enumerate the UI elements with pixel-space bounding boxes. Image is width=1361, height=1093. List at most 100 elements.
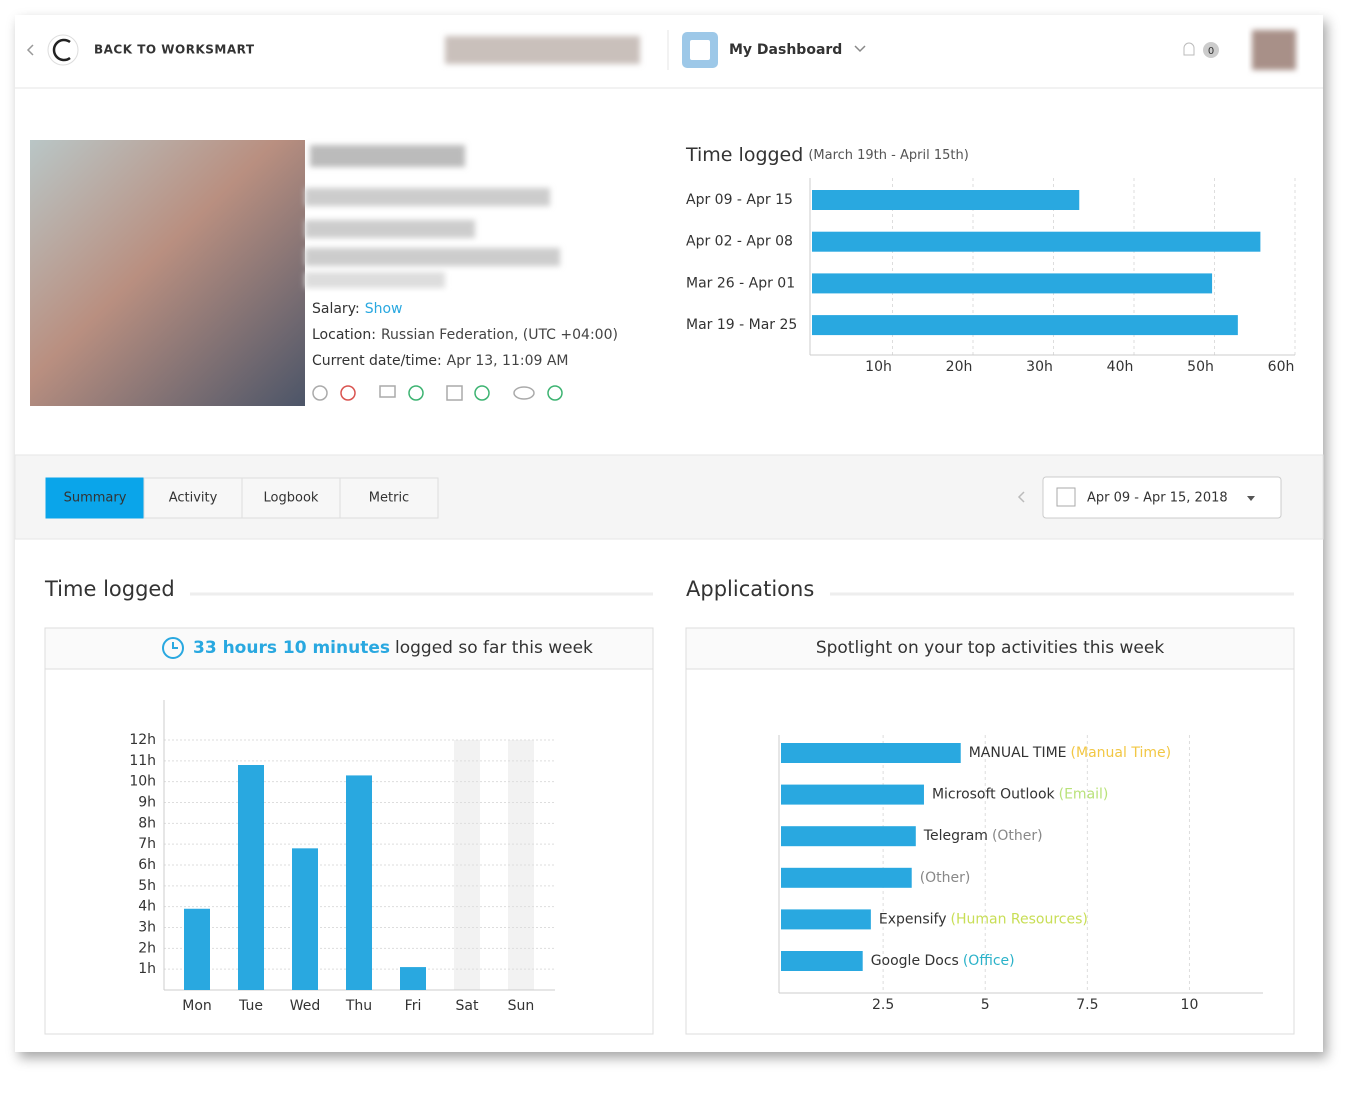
bar — [238, 765, 264, 990]
section-title: Applications — [686, 577, 814, 601]
week-banner: 33 hours 10 minutes logged so far this we… — [193, 638, 593, 658]
back-link[interactable]: BACK TO WORKSMART — [94, 43, 255, 57]
app-name: Expensify — [879, 911, 947, 927]
logo-mark — [52, 38, 71, 62]
notif-badge — [1203, 42, 1219, 58]
bar — [812, 273, 1213, 294]
blurred-text — [305, 248, 560, 266]
salary: Salary: Show — [312, 301, 402, 317]
bar-label: (Other) — [920, 870, 971, 886]
bell[interactable] — [1183, 42, 1195, 56]
bar — [292, 848, 318, 990]
apps-banner: Spotlight on your top activities this we… — [816, 638, 1164, 658]
x-tick-label: Fri — [405, 998, 422, 1014]
x-tick-label: Sat — [456, 998, 479, 1014]
bar-label: Google Docs (Office) — [871, 953, 1015, 969]
y-tick-label: 10h — [129, 774, 156, 790]
bar — [812, 231, 1261, 252]
tab[interactable] — [45, 477, 145, 519]
clock-hands — [172, 642, 178, 649]
panel-header — [685, 627, 1295, 670]
y-tick-label: Mar 19 - Mar 25 — [686, 317, 797, 333]
y-tick-label: 9h — [138, 795, 156, 811]
value: Russian Federation, (UTC +04:00) — [381, 327, 618, 343]
tab[interactable] — [339, 477, 439, 519]
app-name: Google Docs — [871, 953, 959, 969]
bar — [781, 826, 916, 847]
y-tick-label: Mar 26 - Apr 01 — [686, 275, 795, 291]
dashboard-title[interactable]: My Dashboard — [729, 42, 842, 58]
picker-caret — [1247, 496, 1255, 501]
label: Location: — [312, 327, 376, 343]
text: logged so far this week — [395, 638, 593, 658]
blurred-text — [310, 145, 465, 167]
tab-label: Activity — [169, 491, 218, 506]
app-group: (Other) — [920, 870, 971, 886]
tabs: Summary Activity Logbook Metric — [45, 477, 439, 519]
value: Apr 13, 11:09 AM — [447, 353, 569, 369]
bar — [812, 315, 1238, 336]
bar — [812, 190, 1080, 210]
app-name: Telegram — [923, 828, 988, 844]
tab-label: Metric — [369, 491, 409, 506]
blurred-text — [305, 272, 445, 288]
bar-label: Microsoft Outlook (Email) — [932, 787, 1108, 803]
bar — [781, 909, 871, 930]
bar — [184, 908, 210, 990]
bar-label: Telegram (Other) — [923, 828, 1043, 844]
prev-week[interactable] — [1017, 491, 1025, 503]
y-tick-label: 5h — [138, 878, 156, 894]
x-tick-label: Wed — [290, 998, 321, 1014]
bar — [400, 967, 426, 990]
date-range: Apr 09 - Apr 15, 2018 — [1087, 491, 1228, 506]
profile-photo — [30, 140, 305, 406]
x-tick-label: 10 — [1181, 997, 1199, 1013]
section-title: Time logged — [44, 577, 175, 601]
title: Time logged — [685, 144, 803, 166]
y-tick-label: Apr 02 - Apr 08 — [686, 234, 793, 250]
x-tick-label: Thu — [345, 998, 372, 1014]
x-tick-label: 2.5 — [872, 997, 894, 1013]
panel — [685, 627, 1295, 1035]
amount: 33 hours 10 minutes — [193, 638, 390, 658]
app-group: (Human Resources) — [951, 911, 1088, 927]
tab-label: Summary — [64, 491, 127, 506]
show-link[interactable]: Show — [365, 301, 403, 317]
y-tick-label: 3h — [138, 920, 156, 936]
back-arrow[interactable] — [26, 44, 34, 56]
x-tick-label: 20h — [946, 359, 973, 375]
y-tick-label: Apr 09 - Apr 15 — [686, 192, 793, 208]
y-tick-label: 8h — [138, 815, 156, 831]
y-tick-label: 11h — [129, 753, 156, 769]
weekend-band — [454, 740, 480, 990]
bar-label: Expensify (Human Resources) — [879, 911, 1088, 927]
app-group: (Email) — [1059, 787, 1109, 803]
dashboard-icon-inner — [690, 40, 710, 60]
x-tick-label: 10h — [865, 359, 892, 375]
location: Location: Russian Federation, (UTC +04:00… — [312, 327, 618, 343]
label: Current date/time: — [312, 353, 442, 369]
app-name: Microsoft Outlook — [932, 787, 1056, 803]
x-tick-label: 40h — [1107, 359, 1134, 375]
y-tick-label: 2h — [138, 940, 156, 956]
clock-icon — [162, 637, 184, 659]
date-picker[interactable] — [1042, 476, 1282, 519]
status-icons — [312, 385, 563, 401]
tab[interactable] — [241, 477, 341, 519]
bar — [781, 867, 912, 888]
subtitle: (March 19th - April 15th) — [808, 148, 968, 163]
bar — [781, 951, 863, 971]
bar — [781, 784, 924, 805]
datetime: Current date/time: Apr 13, 11:09 AM — [312, 353, 569, 369]
panel-header — [44, 627, 654, 670]
bar — [346, 775, 372, 990]
tab[interactable] — [143, 477, 243, 519]
app-group: (Office) — [963, 953, 1015, 969]
dropdown-caret[interactable] — [854, 45, 866, 53]
avatar[interactable] — [1252, 30, 1296, 70]
y-tick-label: 6h — [138, 857, 156, 873]
x-tick-label: 5 — [981, 997, 990, 1013]
x-tick-label: 60h — [1268, 359, 1295, 375]
x-tick-label: 7.5 — [1076, 997, 1098, 1013]
